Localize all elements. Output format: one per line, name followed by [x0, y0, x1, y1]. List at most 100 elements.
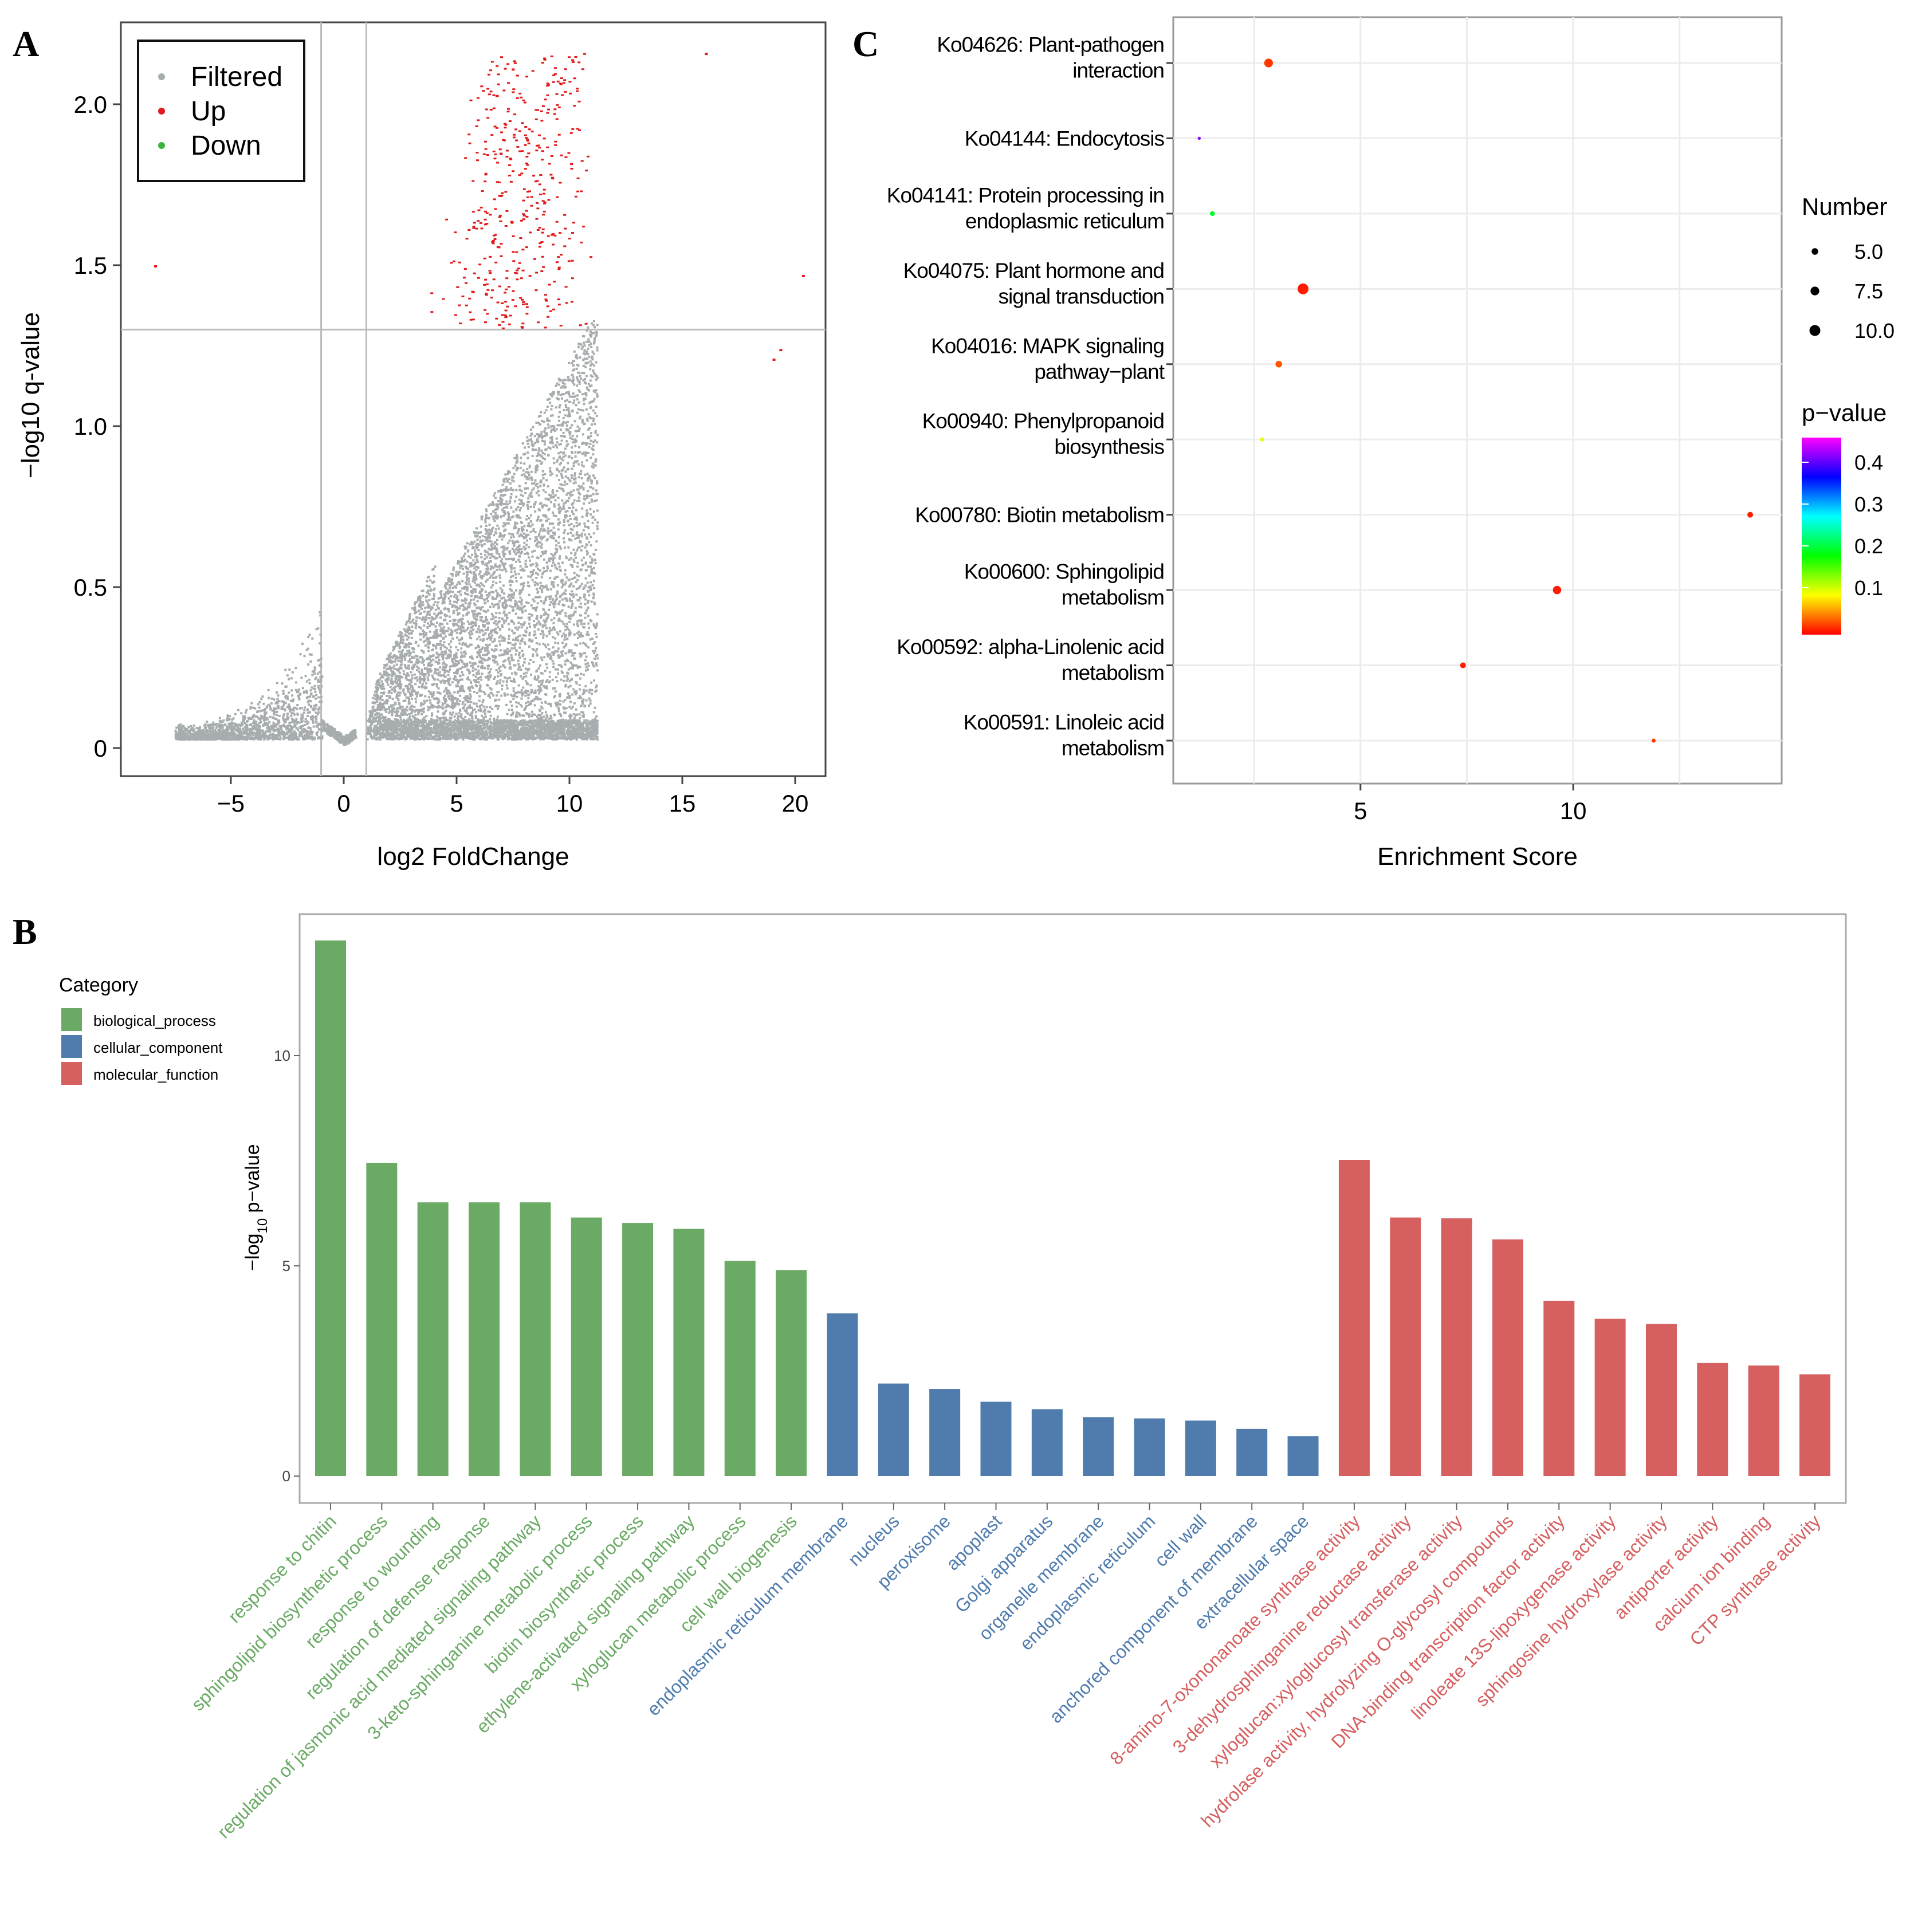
size-legend-label: 10.0 [1854, 319, 1895, 343]
pathway-label: Ko04626: Plant-pathogen [937, 33, 1164, 57]
panel-label-a: A [13, 23, 39, 64]
pathway-point [1747, 511, 1754, 518]
bar [878, 1383, 909, 1476]
bar [1236, 1429, 1268, 1476]
size-legend-dot [1809, 325, 1821, 336]
legend-swatch [61, 1062, 82, 1085]
color-legend-label: 0.3 [1854, 493, 1883, 516]
bar [673, 1229, 705, 1476]
pathway-label: Ko04144: Endocytosis [965, 127, 1165, 150]
filtered-points [174, 320, 599, 746]
x-axis-label: Enrichment Score [1377, 843, 1578, 871]
pathway-label: endoplasmic reticulum [965, 209, 1164, 233]
bar [1492, 1239, 1523, 1476]
pathway-label: Ko04016: MAPK signaling [931, 334, 1164, 357]
plot-area [1172, 16, 1783, 785]
bar [929, 1389, 961, 1476]
bar [724, 1261, 756, 1476]
color-bar [1802, 438, 1841, 635]
pathway-point [1651, 738, 1656, 743]
category-label: regulation of defense response [301, 1510, 494, 1703]
x-tick-label: 5 [1354, 797, 1367, 824]
legend: Filtered Up Down [137, 40, 305, 182]
legend-label: biological_process [93, 1012, 216, 1029]
size-legend-label: 5.0 [1854, 240, 1883, 263]
legend-dot-up [158, 108, 165, 115]
color-legend-label: 0.2 [1854, 534, 1883, 558]
legend-swatch [61, 1035, 82, 1058]
plot-area [298, 913, 1847, 1504]
bar [1441, 1218, 1472, 1476]
bar [1799, 1374, 1830, 1476]
y-tick-label: 0 [282, 1467, 290, 1485]
bar [1390, 1217, 1421, 1476]
legend-box [137, 40, 305, 182]
pathway-label: Ko00591: Linoleic acid [964, 711, 1164, 734]
panel-label-b: B [13, 911, 37, 952]
bar [1748, 1365, 1779, 1476]
y-tick-label: 1.5 [74, 252, 107, 279]
legend-dot-filtered [158, 73, 165, 80]
legend-dot-down [158, 142, 165, 149]
pathway-point [1197, 136, 1201, 140]
volcano-plot: −5 0 5 10 15 20 0 0.5 1.0 1.5 2.0 log2 FoldChange −l… [17, 21, 827, 871]
y-axis-label: −log10 p−value [242, 1144, 270, 1270]
y-tick-label: 0 [94, 735, 107, 762]
bar [1338, 1160, 1370, 1476]
color-legend-label: 0.1 [1854, 576, 1883, 600]
y-tick-label: 5 [282, 1257, 290, 1274]
bar [469, 1202, 500, 1476]
y-axis-label: −log10 q-value [17, 312, 45, 478]
x-tick-label: −5 [217, 790, 245, 817]
legend-label-down: Down [191, 131, 261, 161]
pathway-point [1210, 211, 1215, 217]
bar [1083, 1417, 1114, 1476]
bar [1543, 1300, 1575, 1476]
y-tick-label: 0.5 [74, 574, 107, 601]
color-legend-label: 0.4 [1854, 451, 1883, 474]
pathway-label: Ko04075: Plant hormone and [903, 259, 1164, 282]
pathway-label: interaction [1072, 59, 1164, 82]
pathway-label: Ko00780: Biotin metabolism [915, 503, 1164, 527]
x-tick-label: 5 [450, 790, 463, 817]
bar [520, 1202, 551, 1476]
x-tick-label: 10 [556, 790, 583, 817]
pathway-label: Ko00592: alpha-Linolenic acid [897, 635, 1164, 659]
size-legend-dot [1810, 286, 1819, 296]
legend-label: cellular_component [93, 1039, 223, 1056]
x-tick-label: 10 [1560, 797, 1587, 824]
pathway-label: Ko00600: Sphingolipid [964, 560, 1164, 584]
pathway-label: Ko00940: Phenylpropanoid [922, 410, 1164, 433]
bar [1185, 1421, 1216, 1476]
pathway-point [1298, 283, 1309, 294]
bar [1287, 1436, 1319, 1476]
bar [1594, 1319, 1626, 1476]
pathway-point [1460, 662, 1466, 668]
size-legend-title: Number [1802, 193, 1887, 220]
legend-label: molecular_function [93, 1066, 218, 1083]
pathway-point [1264, 58, 1273, 68]
pathway-point [1275, 361, 1282, 368]
size-legend-label: 7.5 [1854, 280, 1883, 303]
bar [417, 1202, 449, 1476]
size-legend-dot [1811, 248, 1818, 255]
category-label: 3-dehydrosphinganine reductase activity [1169, 1510, 1415, 1757]
legend-title: Category [59, 974, 138, 996]
pathway-label: metabolism [1062, 586, 1164, 609]
x-tick-label: 20 [782, 790, 809, 817]
legend-swatch [61, 1008, 82, 1031]
bar [622, 1223, 654, 1476]
y-tick-label: 10 [274, 1047, 290, 1064]
pathway-point [1553, 585, 1562, 595]
bar [776, 1270, 807, 1476]
bar [1645, 1324, 1677, 1476]
y-tick-label: 1.0 [74, 413, 107, 440]
bar [315, 940, 346, 1476]
x-axis-label: log2 FoldChange [377, 843, 569, 871]
color-legend-title: p−value [1802, 399, 1887, 426]
bar [1697, 1363, 1728, 1476]
bar [980, 1402, 1012, 1476]
